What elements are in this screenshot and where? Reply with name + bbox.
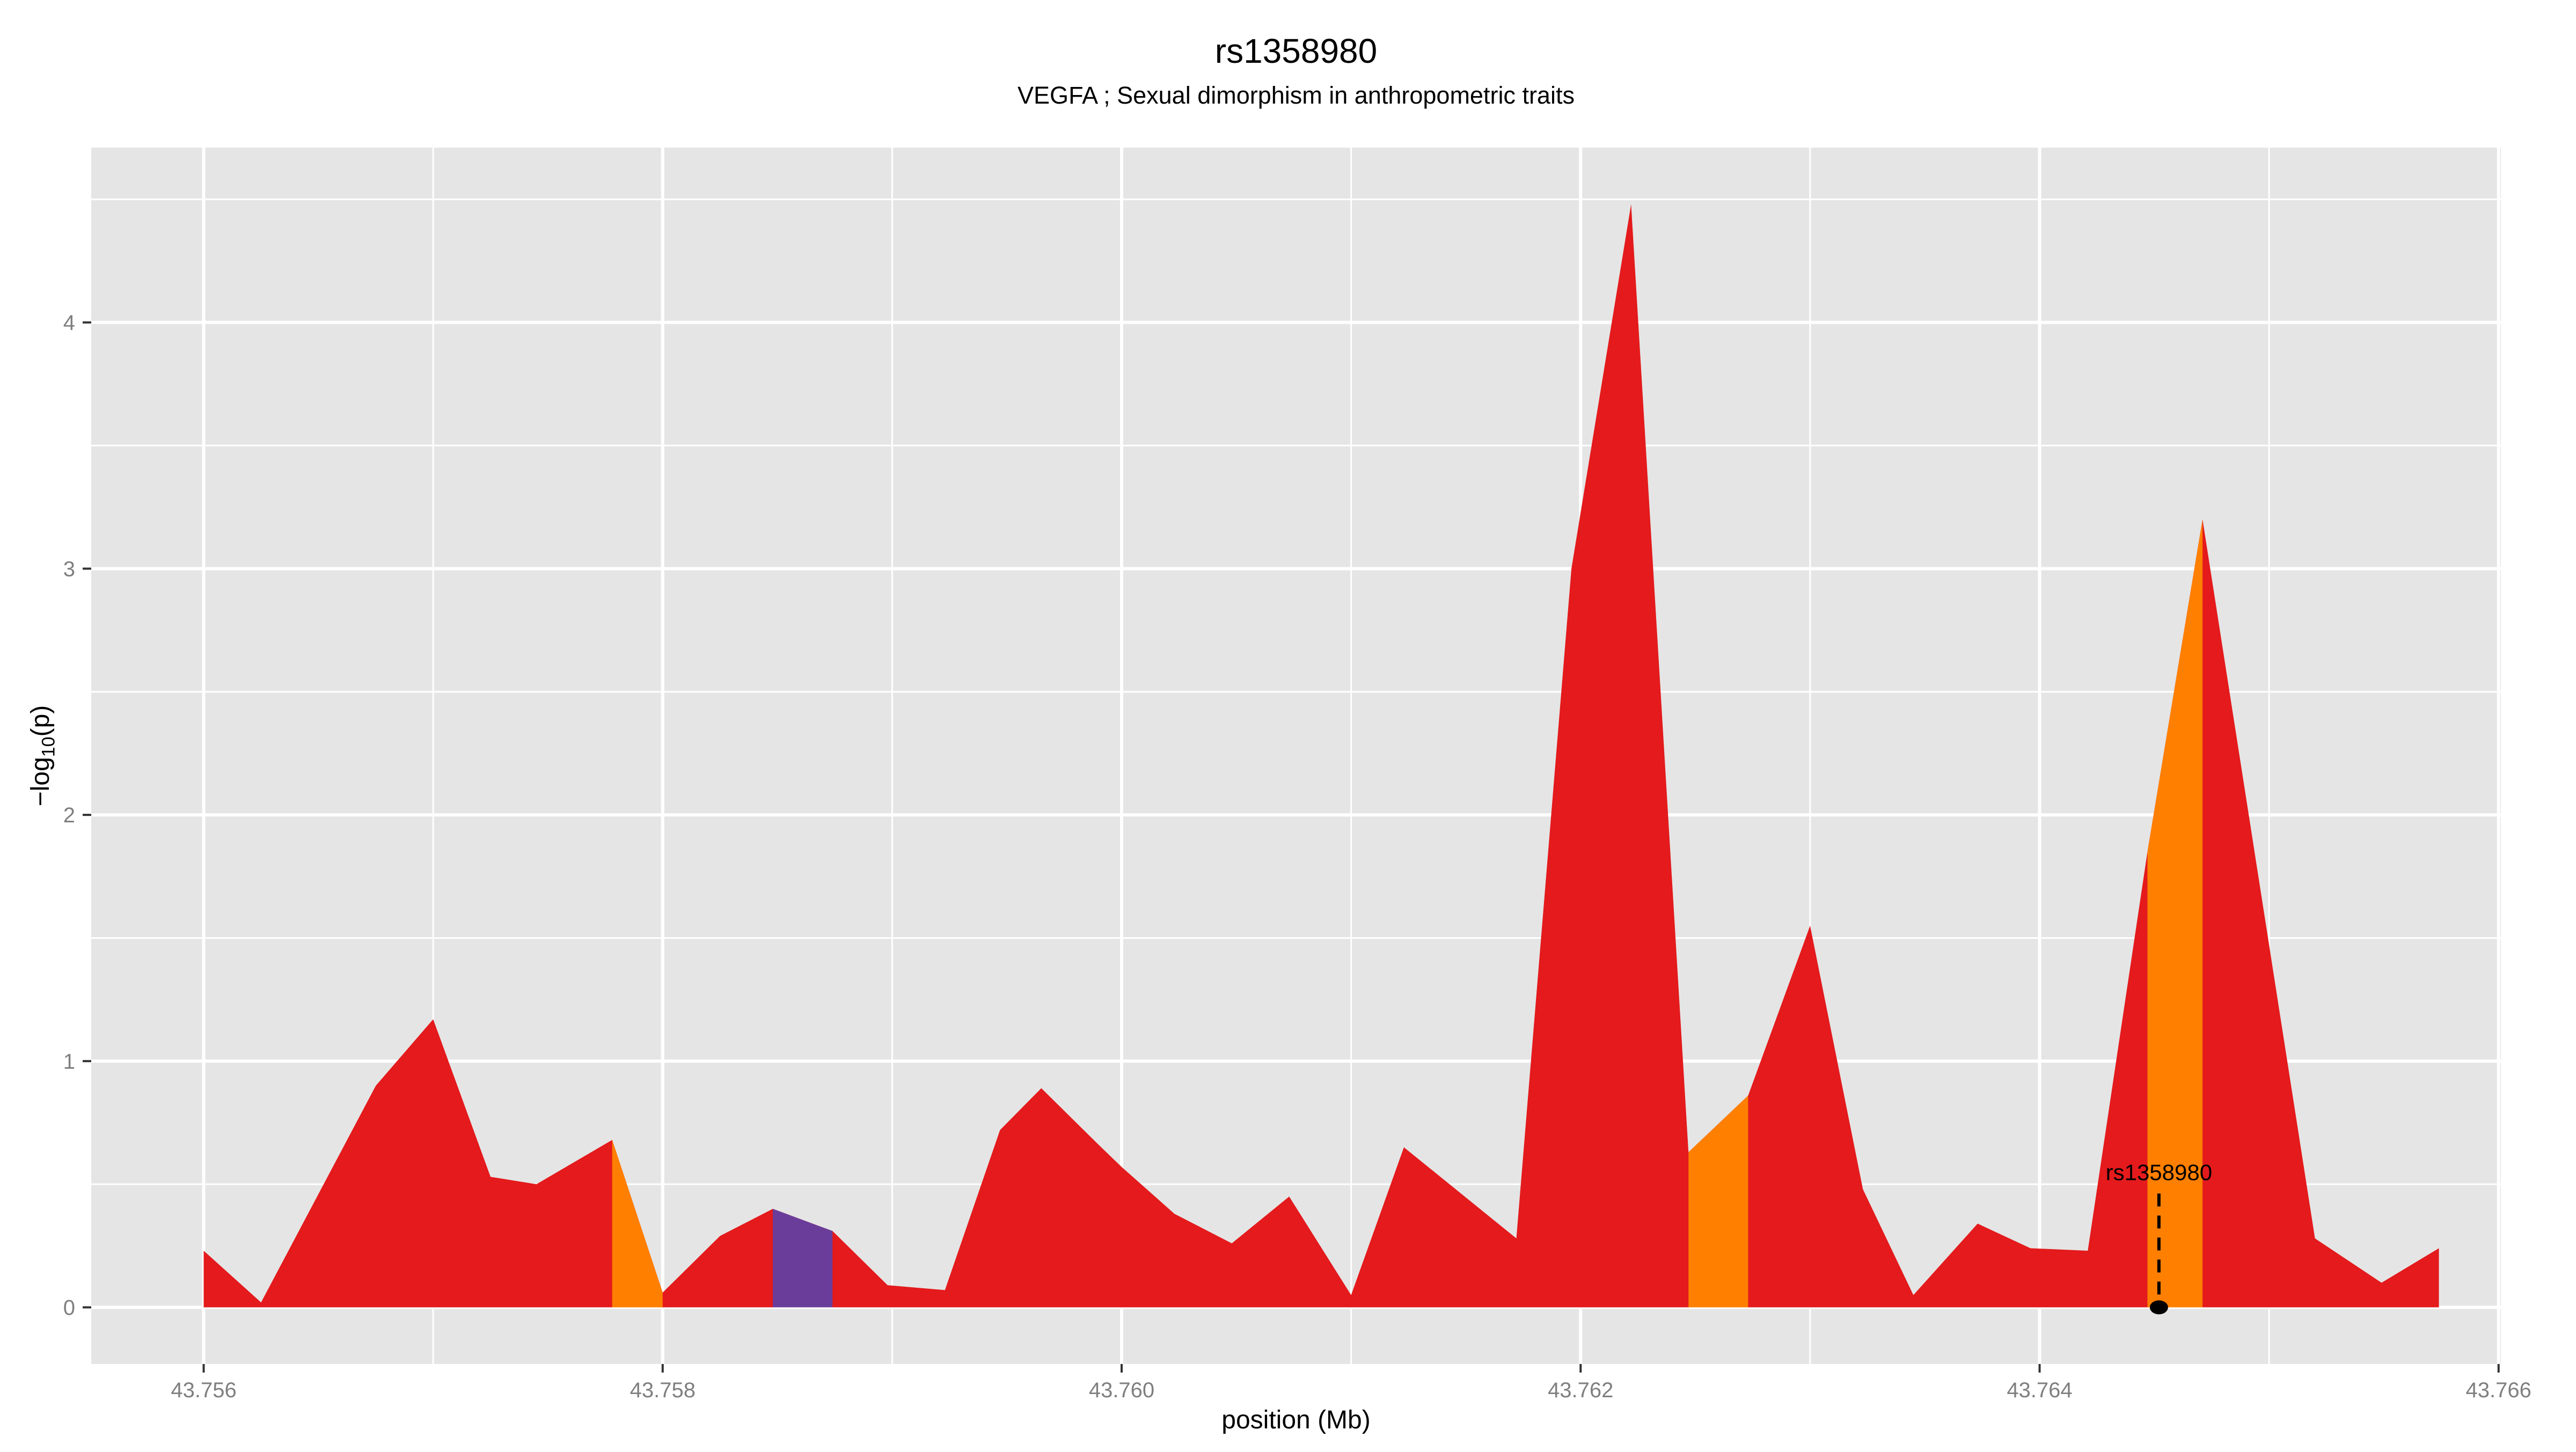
y-axis-tick-label: 2 (63, 804, 75, 827)
x-axis-tick-label: 43.758 (630, 1378, 696, 1402)
y-axis-tick-label: 0 (63, 1296, 75, 1319)
x-axis-tick-label: 43.760 (1089, 1378, 1154, 1402)
x-axis-tick-label: 43.762 (1548, 1378, 1613, 1402)
x-axis-tick-label: 43.756 (171, 1378, 236, 1402)
y-axis-title: −log10(p) (26, 353, 59, 1158)
lead-snp-label: rs1358980 (2106, 1159, 2213, 1185)
x-axis-tick-label: 43.764 (2007, 1378, 2072, 1402)
y-axis-title-prefix: −log (26, 757, 55, 807)
y-axis-title-suffix: (p) (26, 705, 55, 737)
plot-panel (91, 148, 2501, 1364)
y-axis-title-subscript: 10 (38, 736, 59, 757)
x-axis-title: position (Mb) (1221, 1406, 1371, 1434)
x-axis-tick-label: 43.766 (2466, 1378, 2531, 1402)
y-axis-tick-label: 3 (63, 557, 75, 581)
lead-snp-point (2149, 1300, 2168, 1315)
y-axis-tick-label: 4 (63, 311, 75, 335)
association-area-segment (612, 1140, 663, 1308)
association-area-segment (773, 1209, 833, 1308)
chart-subtitle: VEGFA ; Sexual dimorphism in anthropomet… (1018, 82, 1575, 109)
page-title: rs1358980 (1214, 32, 1378, 70)
association-area-segment (1688, 1096, 1748, 1308)
association-area-red (203, 204, 2439, 1308)
y-axis-tick-label: 1 (63, 1050, 75, 1074)
association-area-segment (2147, 519, 2203, 1308)
